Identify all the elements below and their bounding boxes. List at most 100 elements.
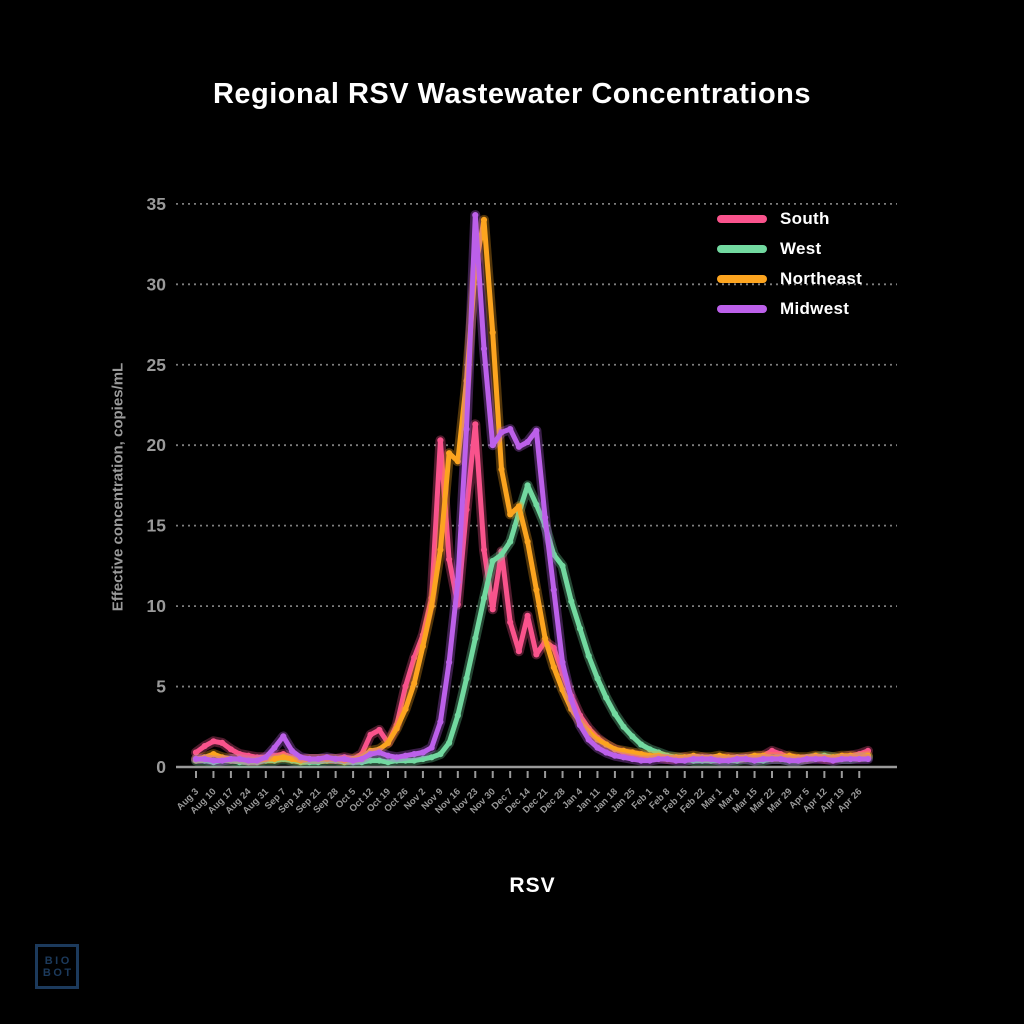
data-point[interactable]: [751, 757, 758, 764]
data-point[interactable]: [594, 736, 601, 743]
data-point[interactable]: [446, 659, 453, 666]
data-point[interactable]: [611, 710, 619, 718]
data-point[interactable]: [681, 757, 688, 764]
data-point[interactable]: [786, 752, 793, 759]
data-point[interactable]: [480, 345, 488, 352]
data-point[interactable]: [611, 752, 619, 759]
data-point[interactable]: [507, 538, 514, 545]
data-point[interactable]: [734, 755, 741, 763]
data-point[interactable]: [559, 659, 566, 666]
data-point[interactable]: [786, 757, 793, 764]
data-point[interactable]: [332, 755, 339, 763]
data-point[interactable]: [690, 755, 697, 763]
data-point[interactable]: [402, 752, 409, 759]
data-point[interactable]: [384, 759, 392, 766]
data-point[interactable]: [219, 739, 226, 747]
data-point[interactable]: [341, 755, 348, 763]
data-point[interactable]: [437, 437, 444, 444]
data-point[interactable]: [227, 755, 234, 763]
data-point[interactable]: [524, 612, 531, 619]
data-point[interactable]: [803, 755, 811, 763]
data-point[interactable]: [489, 329, 496, 336]
data-point[interactable]: [576, 625, 584, 632]
data-point[interactable]: [821, 755, 828, 763]
data-point[interactable]: [542, 514, 549, 521]
data-point[interactable]: [472, 635, 479, 642]
data-point[interactable]: [559, 562, 566, 570]
data-point[interactable]: [428, 754, 435, 761]
data-point[interactable]: [603, 749, 610, 756]
data-point[interactable]: [201, 755, 208, 763]
data-point[interactable]: [384, 739, 392, 747]
data-point[interactable]: [646, 746, 653, 753]
data-point[interactable]: [664, 755, 671, 763]
data-point[interactable]: [480, 216, 488, 223]
data-point[interactable]: [830, 757, 837, 764]
data-point[interactable]: [489, 557, 496, 565]
data-point[interactable]: [254, 757, 261, 764]
data-point[interactable]: [507, 619, 514, 626]
data-point[interactable]: [550, 644, 557, 652]
data-point[interactable]: [480, 595, 488, 602]
data-point[interactable]: [288, 747, 296, 755]
data-point[interactable]: [620, 754, 627, 761]
data-point[interactable]: [376, 726, 383, 734]
data-point[interactable]: [393, 725, 400, 732]
data-point[interactable]: [594, 675, 601, 682]
data-point[interactable]: [620, 747, 627, 755]
data-point[interactable]: [795, 757, 802, 764]
data-point[interactable]: [620, 723, 627, 730]
data-point[interactable]: [271, 755, 278, 763]
data-point[interactable]: [507, 511, 514, 518]
legend-item-west[interactable]: West: [717, 239, 862, 258]
data-point[interactable]: [777, 755, 784, 763]
data-point[interactable]: [367, 757, 374, 764]
data-point[interactable]: [437, 751, 444, 758]
data-point[interactable]: [533, 651, 540, 658]
data-point[interactable]: [384, 752, 392, 759]
data-point[interactable]: [306, 755, 313, 763]
data-point[interactable]: [507, 426, 514, 433]
data-point[interactable]: [402, 706, 409, 713]
data-point[interactable]: [533, 501, 540, 508]
data-point[interactable]: [768, 755, 776, 763]
data-point[interactable]: [411, 654, 418, 661]
data-point[interactable]: [489, 442, 496, 449]
data-point[interactable]: [428, 744, 435, 751]
data-point[interactable]: [515, 648, 523, 655]
data-point[interactable]: [446, 739, 453, 747]
data-point[interactable]: [350, 757, 357, 764]
data-point[interactable]: [533, 427, 540, 434]
data-point[interactable]: [524, 438, 531, 446]
data-point[interactable]: [489, 606, 496, 613]
data-point[interactable]: [262, 754, 269, 761]
data-point[interactable]: [411, 757, 418, 764]
data-point[interactable]: [367, 731, 374, 738]
data-point[interactable]: [585, 652, 592, 660]
data-point[interactable]: [568, 696, 575, 703]
data-point[interactable]: [655, 755, 662, 763]
data-point[interactable]: [629, 749, 636, 756]
data-point[interactable]: [288, 755, 296, 763]
data-point[interactable]: [742, 755, 749, 763]
legend-item-midwest[interactable]: Midwest: [717, 299, 862, 318]
data-point[interactable]: [402, 683, 409, 690]
data-point[interactable]: [603, 741, 610, 748]
data-point[interactable]: [446, 556, 453, 563]
data-point[interactable]: [533, 586, 540, 594]
data-point[interactable]: [699, 755, 706, 763]
data-point[interactable]: [419, 643, 426, 650]
data-point[interactable]: [245, 757, 252, 764]
data-point[interactable]: [419, 755, 426, 763]
data-point[interactable]: [201, 743, 208, 750]
data-point[interactable]: [707, 755, 715, 763]
data-point[interactable]: [725, 757, 732, 764]
data-point[interactable]: [646, 757, 653, 764]
data-point[interactable]: [402, 757, 409, 764]
data-point[interactable]: [672, 757, 680, 764]
data-point[interactable]: [585, 736, 592, 743]
data-point[interactable]: [515, 503, 523, 510]
data-point[interactable]: [864, 747, 872, 755]
data-point[interactable]: [629, 755, 636, 763]
